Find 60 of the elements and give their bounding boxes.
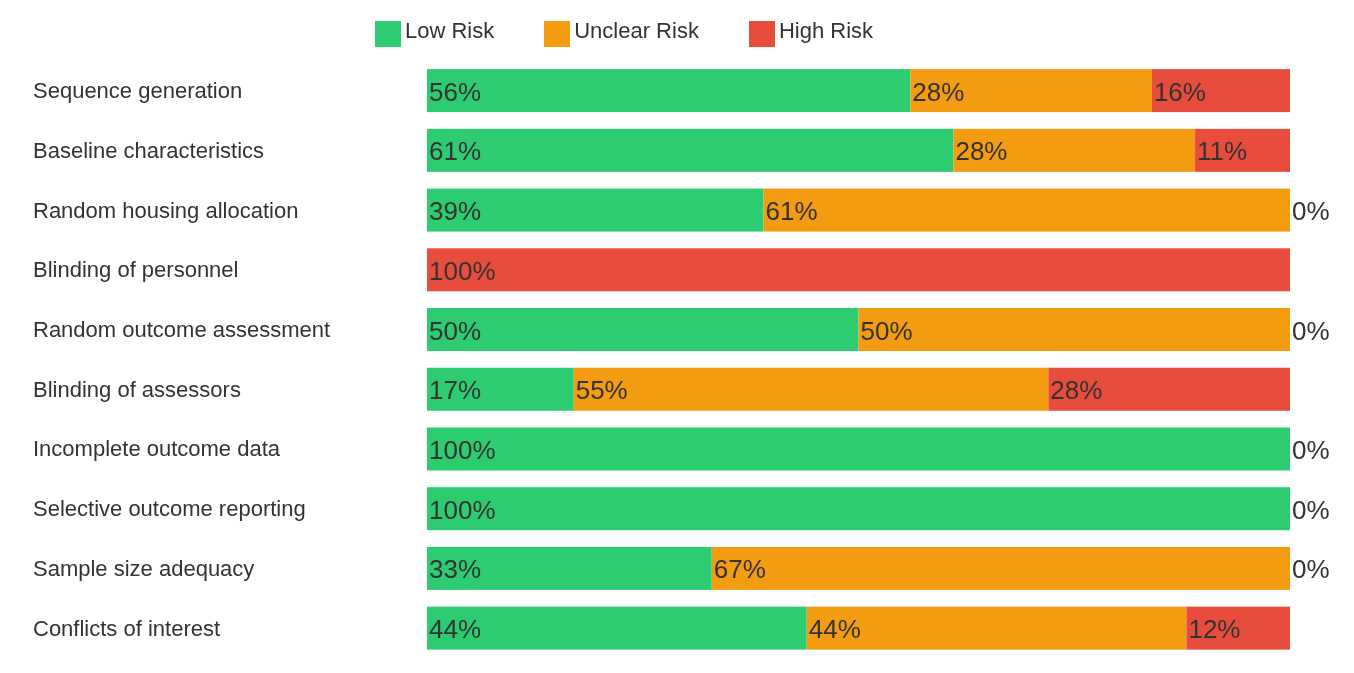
bar (427, 308, 859, 352)
legend-label: Unclear Risk (574, 18, 699, 43)
bar (953, 128, 1196, 172)
bar (427, 606, 807, 650)
data-label: 50% (429, 315, 482, 346)
data-label: 11% (1197, 136, 1248, 167)
data-label: 100% (429, 434, 496, 465)
data-label: 17% (429, 375, 482, 406)
bar (427, 128, 954, 172)
bar (427, 367, 574, 411)
legend-label: High Risk (778, 18, 874, 43)
y-tick-label: Sample size adequacy (33, 555, 255, 581)
data-label: 50% (860, 315, 913, 346)
y-tick-label: Conflicts of interest (33, 615, 221, 641)
y-tick-label: Incomplete outcome data (33, 436, 281, 462)
data-label: 56% (429, 76, 482, 107)
data-label: 0% (1292, 494, 1330, 525)
bar (1195, 128, 1290, 172)
data-label: 0% (1292, 434, 1330, 465)
data-label: 0% (1292, 196, 1330, 227)
data-label: 44% (429, 614, 482, 645)
data-label: 67% (713, 554, 766, 585)
y-tick-label: Random outcome assessment (33, 317, 331, 343)
bar (427, 69, 911, 113)
bar (427, 188, 764, 232)
bar (427, 248, 1290, 292)
data-label: 61% (429, 136, 482, 167)
bar (427, 546, 712, 590)
bar (427, 427, 1290, 471)
bar (573, 367, 1049, 411)
data-label: 12% (1188, 614, 1241, 645)
bar (1151, 69, 1290, 113)
data-label: 33% (429, 554, 482, 585)
data-label: 28% (912, 76, 965, 107)
data-label: 39% (429, 196, 482, 227)
bar (858, 308, 1290, 352)
data-label: 0% (1292, 554, 1330, 585)
y-tick-label: Blinding of personnel (33, 257, 239, 283)
bar (910, 69, 1152, 113)
y-tick-label: Sequence generation (33, 78, 243, 104)
y-tick-label: Random housing allocation (33, 197, 299, 223)
y-tick-label: Baseline characteristics (33, 137, 265, 163)
y-tick-label: Selective outcome reporting (33, 496, 306, 522)
y-tick-label: Blinding of assessors (33, 376, 241, 402)
bar (427, 487, 1290, 531)
bar (711, 546, 1290, 590)
bar (763, 188, 1290, 232)
bar (1048, 367, 1290, 411)
data-label: 61% (765, 196, 818, 227)
data-label: 28% (1050, 375, 1103, 406)
data-label: 44% (808, 614, 861, 645)
bar (806, 606, 1187, 650)
data-label: 100% (429, 255, 496, 286)
data-label: 16% (1153, 76, 1206, 107)
data-label: 100% (429, 494, 496, 525)
data-label: 0% (1292, 315, 1330, 346)
legend-label: Low Risk (404, 18, 495, 43)
bar (1186, 606, 1290, 650)
data-label: 55% (575, 375, 628, 406)
data-label: 28% (955, 136, 1008, 167)
